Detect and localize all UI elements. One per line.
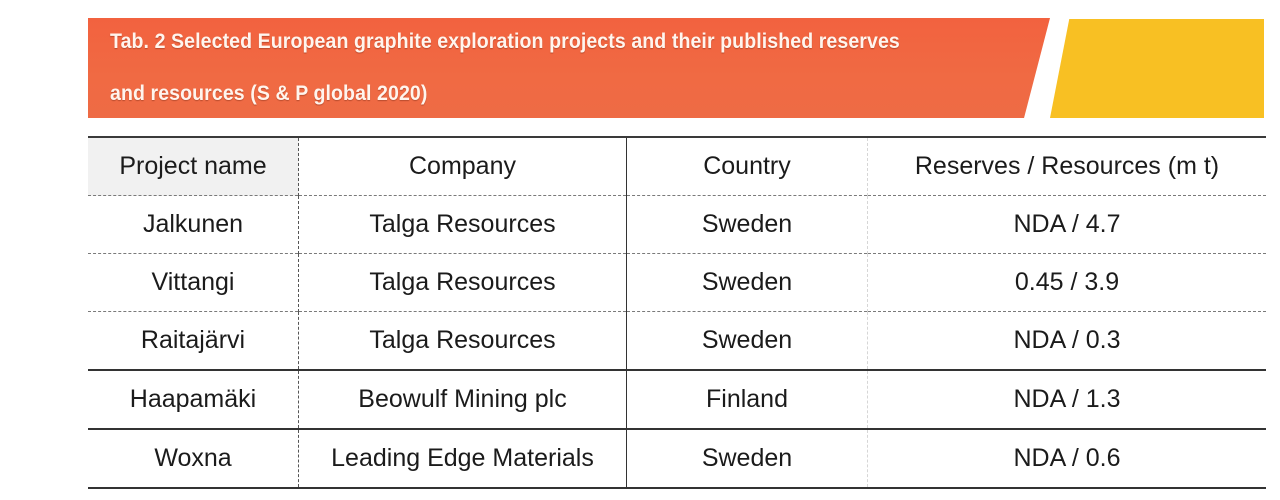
cell-project-name: Haapamäki <box>88 370 299 429</box>
table-caption-line-2: and resources (S & P global 2020) <box>110 82 428 105</box>
table-row: Vittangi Talga Resources Sweden 0.45 / 3… <box>88 253 1266 312</box>
header-company: Company <box>298 137 627 196</box>
graphite-projects-table-container: Project name Company Country Reserves / … <box>88 136 1266 489</box>
cell-company: Beowulf Mining plc <box>298 370 627 429</box>
cell-project-name: Jalkunen <box>88 195 299 254</box>
cell-project-name: Raitajärvi <box>88 311 299 370</box>
cell-reserves-resources: NDA / 0.6 <box>1013 444 1121 472</box>
cell-project-name: Woxna <box>88 429 299 488</box>
cell-country: Sweden <box>626 195 868 254</box>
header-reserves-resources: Reserves / Resources (m t) <box>867 137 1266 196</box>
decorative-accent-block <box>1050 19 1264 118</box>
cell-company: Talga Resources <box>298 195 627 254</box>
table-caption-line-1: Tab. 2 Selected European graphite explor… <box>110 30 900 53</box>
cell-company: Leading Edge Materials <box>298 429 627 488</box>
cell-reserves-resources: NDA / 1.3 <box>1013 385 1121 413</box>
table-row: Raitajärvi Talga Resources Sweden NDA / … <box>88 311 1266 370</box>
cell-reserves-resources: NDA / 0.3 <box>1013 326 1121 354</box>
header-project-name: Project name <box>88 137 299 196</box>
cell-country: Sweden <box>626 311 868 370</box>
table-header-row: Project name Company Country Reserves / … <box>88 137 1266 196</box>
table-row: Woxna Leading Edge Materials Sweden NDA … <box>88 429 1266 488</box>
cell-company: Talga Resources <box>298 253 627 312</box>
table-row: Haapamäki Beowulf Mining plc Finland NDA… <box>88 370 1266 429</box>
cell-country: Finland <box>626 370 868 429</box>
table-caption-banner: Tab. 2 Selected European graphite explor… <box>88 18 1050 118</box>
cell-company: Talga Resources <box>298 311 627 370</box>
cell-country: Sweden <box>626 429 868 488</box>
cell-reserves-resources: 0.45 / 3.9 <box>1014 268 1120 296</box>
graphite-projects-table: Project name Company Country Reserves / … <box>88 136 1266 489</box>
cell-reserves-resources: NDA / 4.7 <box>1013 210 1121 238</box>
cell-project-name: Vittangi <box>88 253 299 312</box>
cell-country: Sweden <box>626 253 868 312</box>
table-row: Jalkunen Talga Resources Sweden NDA / 4.… <box>88 195 1266 254</box>
header-country: Country <box>626 137 868 196</box>
